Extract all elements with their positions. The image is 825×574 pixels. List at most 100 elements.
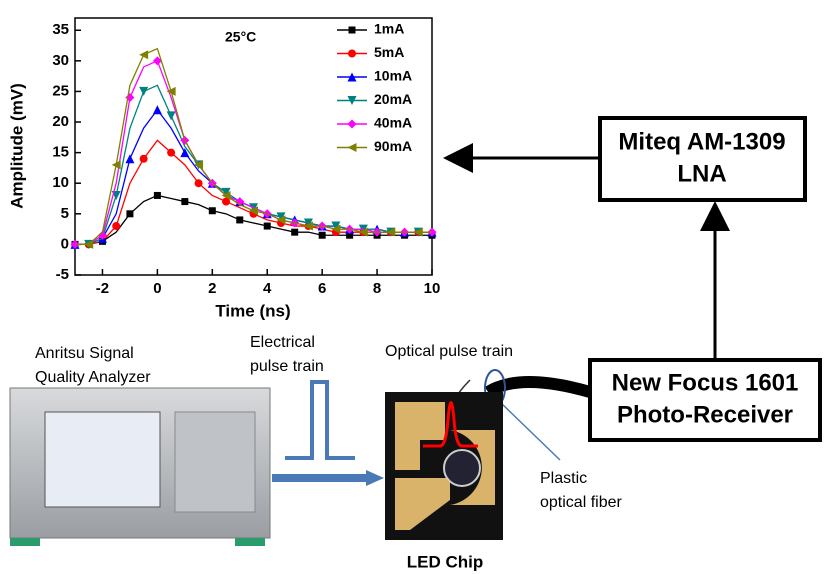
marker <box>153 191 161 199</box>
y-tick-label: 25 <box>52 82 69 99</box>
legend-label: 90mA <box>374 138 412 154</box>
marker <box>386 227 396 237</box>
marker <box>346 231 354 239</box>
optical-pulse <box>423 401 478 448</box>
y-tick-label: 35 <box>52 21 69 38</box>
analyzer-label: Quality Analyzer <box>35 369 151 386</box>
marker <box>221 190 231 200</box>
marker <box>208 207 216 215</box>
marker <box>276 212 286 222</box>
pointer <box>499 401 561 461</box>
analyzer-label: Anritsu Signal <box>35 345 134 362</box>
y-tick-label: -5 <box>56 266 69 283</box>
plot-frame <box>74 17 433 276</box>
x-tick-label: 10 <box>424 280 441 297</box>
marker <box>249 206 258 216</box>
cable-arrow <box>366 470 384 486</box>
fiber-label: Plastic <box>540 470 587 487</box>
receiver-label: New Focus 1601 <box>612 369 799 396</box>
legend-label: 1mA <box>374 21 404 37</box>
pad <box>450 430 495 505</box>
receiver-label: Photo-Receiver <box>617 401 793 428</box>
series-line <box>75 59 432 246</box>
marker <box>139 154 148 163</box>
marker <box>139 86 149 96</box>
analyzer-keys <box>174 411 256 513</box>
marker <box>194 160 204 170</box>
y-axis-title: Amplitude (mV) <box>7 83 26 209</box>
pad <box>395 402 445 470</box>
led-label: LED Chip <box>407 552 484 571</box>
y-tick-label: 10 <box>52 174 69 191</box>
y-tick-label: 5 <box>61 205 69 222</box>
analyzer-screen <box>44 411 161 508</box>
marker <box>166 111 176 121</box>
marker <box>276 215 286 225</box>
annotation: 25°C <box>225 29 256 45</box>
fiber-label: optical fiber <box>540 494 622 511</box>
marker <box>139 50 149 60</box>
x-tick-label: 2 <box>208 280 216 297</box>
marker <box>331 224 341 234</box>
foot <box>10 538 40 546</box>
y-tick-label: 20 <box>52 113 69 130</box>
marker <box>152 56 162 66</box>
marker <box>303 218 313 228</box>
marker <box>347 72 357 82</box>
optical-label: Optical pulse train <box>385 343 513 360</box>
electrical-pulse <box>285 380 355 460</box>
marker <box>111 160 121 170</box>
marker <box>112 222 121 231</box>
marker <box>348 26 356 34</box>
marker <box>181 198 189 206</box>
led <box>443 449 481 487</box>
foot <box>235 538 265 546</box>
marker <box>348 49 356 58</box>
receiver-box <box>588 358 822 442</box>
marker <box>358 227 368 237</box>
marker <box>166 86 176 96</box>
chart: Amplitude (mV) Time (ns) 25°C -2 0 2 4 6 8 10 -… <box>7 17 441 320</box>
marker <box>221 187 231 197</box>
x-tick-label: 0 <box>153 280 161 297</box>
electrical-label: pulse train <box>250 358 324 375</box>
lna-label: LNA <box>677 160 726 187</box>
marker <box>167 148 176 157</box>
x-axis-title: Time (ns) <box>215 301 290 320</box>
fiber <box>484 376 592 398</box>
y-tick-label: 15 <box>52 144 69 161</box>
x-tick-label: 8 <box>373 280 381 297</box>
marker <box>125 154 135 164</box>
marker <box>84 239 94 249</box>
legend-label: 5mA <box>374 44 404 60</box>
marker <box>236 216 244 224</box>
marker <box>303 221 313 231</box>
marker <box>180 148 190 158</box>
marker <box>152 105 162 115</box>
legend-label: 20mA <box>374 91 412 107</box>
legend-label: 10mA <box>374 68 412 84</box>
marker <box>347 143 357 152</box>
marker <box>347 96 357 105</box>
marker <box>347 119 357 129</box>
series-line <box>75 194 432 246</box>
marker <box>413 227 423 237</box>
lna-label: Miteq AM-1309 <box>618 128 785 155</box>
marker <box>194 179 203 188</box>
x-tick-label: 4 <box>263 280 272 297</box>
marker <box>263 222 271 230</box>
y-tick-label: 0 <box>61 235 69 252</box>
marker <box>97 230 107 240</box>
pad <box>395 478 450 530</box>
marker <box>126 210 134 218</box>
marker <box>318 231 326 239</box>
y-tick-label: 30 <box>52 52 69 69</box>
x-tick-label: -2 <box>96 280 109 297</box>
x-tick-label: 6 <box>318 280 326 297</box>
marker <box>331 221 341 231</box>
electrical-label: Electrical <box>250 334 315 351</box>
marker <box>222 197 231 206</box>
legend-label: 40mA <box>374 115 412 131</box>
marker <box>291 228 299 236</box>
